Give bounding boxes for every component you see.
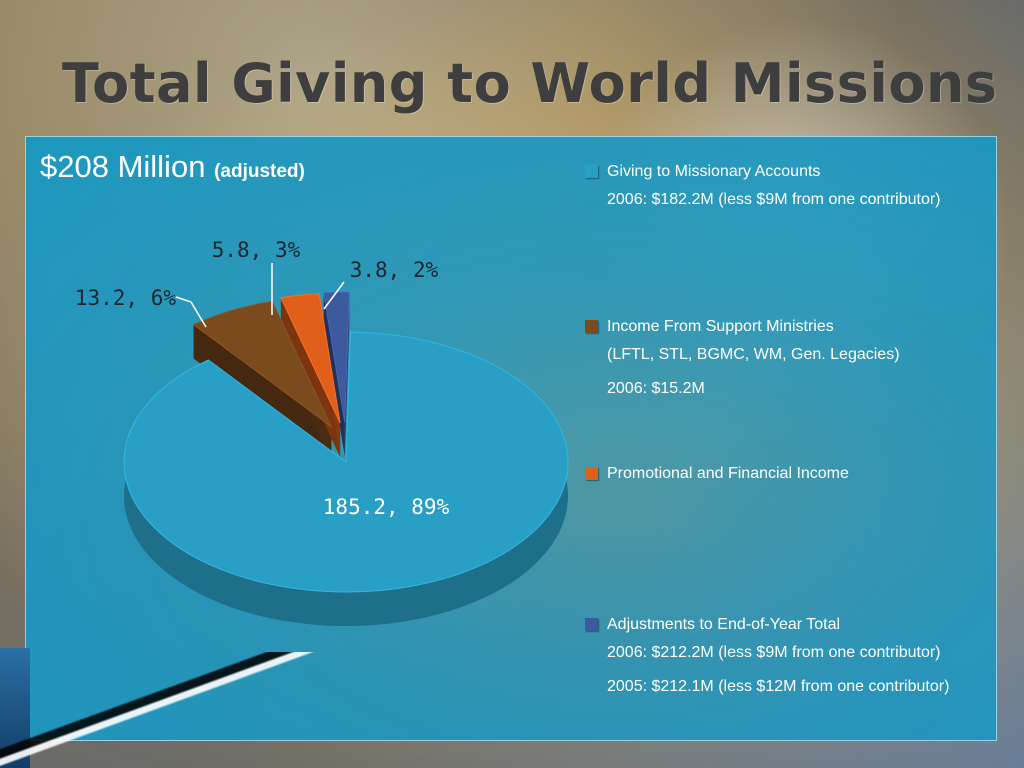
legend-entry-head: Giving to Missionary Accounts — [585, 161, 990, 183]
legend-entry-detail: 2006: $182.2M (less $9M from one contrib… — [607, 191, 941, 208]
pie-labels: 185.2, 89% 13.2, 6% 5.8, 3% 3.8, 2% — [75, 238, 450, 519]
legend-swatch — [585, 320, 598, 333]
subtitle-note: (adjusted) — [214, 161, 305, 182]
legend-entry: Adjustments to End-of-Year Total 2006: $2… — [585, 614, 990, 704]
legend-entry-detail: 2005: $212.1M (less $12M from one contri… — [607, 678, 950, 695]
leader-line — [175, 296, 207, 328]
legend-swatch — [585, 467, 598, 480]
legend-entry-head: Adjustments to End-of-Year Total — [585, 614, 990, 636]
legend-entry-name: Giving to Missionary Accounts — [607, 163, 821, 180]
legend-entry-detail: 2006: $15.2M — [607, 380, 705, 397]
data-label: 13.2, 6% — [75, 286, 177, 310]
pie-slice-wall — [323, 293, 345, 457]
leader-line — [323, 281, 345, 310]
legend-entry-detail: (LFTL, STL, BGMC, WM, Gen. Legacies) — [607, 346, 900, 363]
legend-entry: Promotional and Financial Income — [585, 463, 990, 485]
pie-leaders — [175, 263, 345, 328]
slide-title: Total Giving to World Missions — [62, 52, 998, 115]
legend-entry-name: Income From Support Ministries — [607, 318, 834, 335]
legend-entry-name: Adjustments to End-of-Year Total — [607, 616, 841, 633]
pie-tops — [123, 291, 569, 593]
legend-entry: Income From Support Ministries (LFTL, STL… — [585, 316, 990, 406]
legend-entry-head: Income From Support Ministries — [585, 316, 990, 338]
chart-subtitle: $208 Million (adjusted) — [40, 151, 305, 182]
data-label: 185.2, 89% — [323, 495, 450, 519]
legend-entry: Giving to Missionary Accounts 2006: $182.… — [585, 161, 990, 217]
data-label: 5.8, 3% — [212, 238, 301, 262]
subtitle-amount: $208 Million — [40, 149, 206, 184]
bottom-stripe-decoration — [0, 652, 340, 768]
legend-entry-detail: 2006: $212.2M (less $9M from one contrib… — [607, 644, 941, 661]
legend-entry-name: Promotional and Financial Income — [607, 465, 849, 482]
pie-slice-3 — [280, 293, 341, 424]
legend-swatch — [585, 165, 598, 178]
pie-chart: 185.2, 89% 13.2, 6% 5.8, 3% 3.8, 2% — [75, 238, 569, 626]
legend-entry-head: Promotional and Financial Income — [585, 463, 990, 485]
data-label: 3.8, 2% — [350, 258, 439, 282]
chart-panel: $208 Million (adjusted) 185.2, 89% 13.2, … — [25, 136, 997, 741]
legend-swatch — [585, 618, 598, 631]
pie-slice-1 — [123, 331, 569, 593]
